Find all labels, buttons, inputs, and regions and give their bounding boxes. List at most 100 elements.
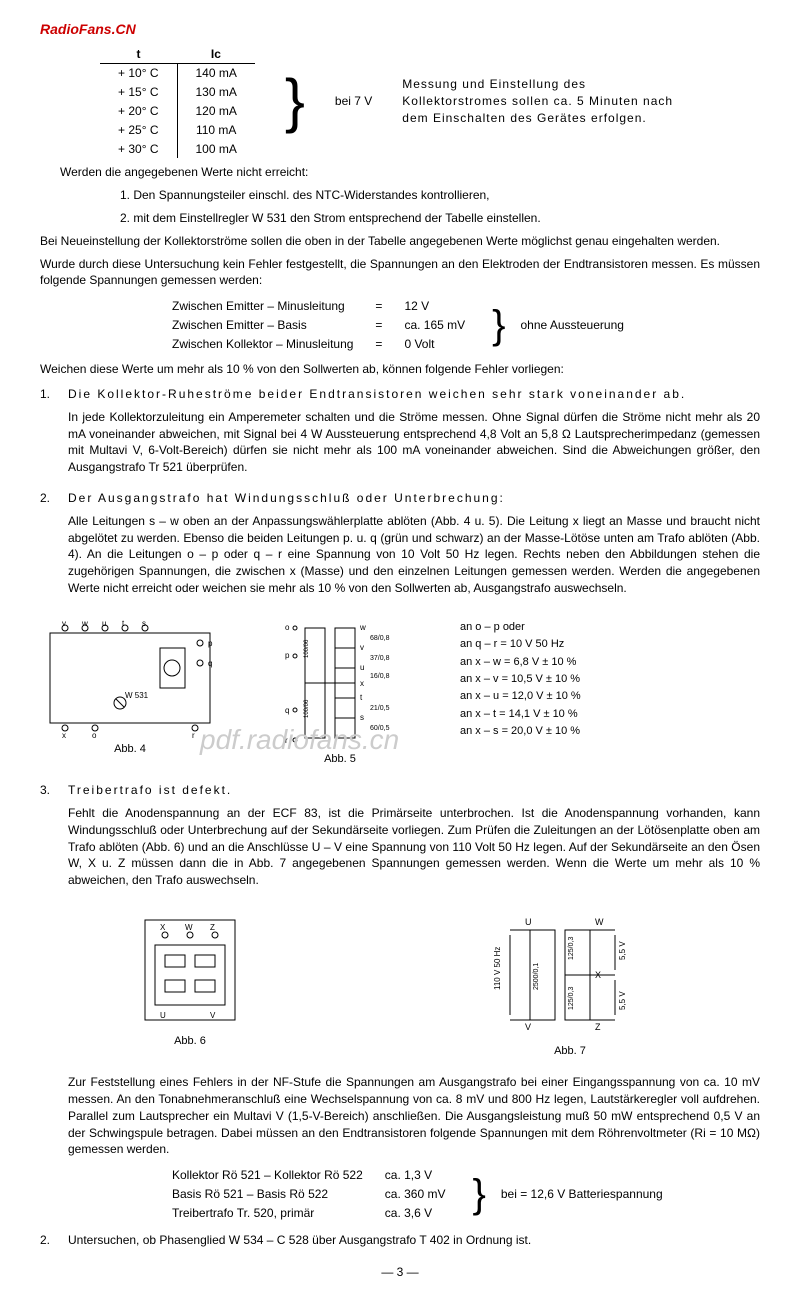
cell: 140 mA — [177, 64, 255, 83]
svg-text:W: W — [595, 917, 604, 927]
section-3: 3. Treibertrafo ist defekt. Fehlt die An… — [40, 782, 760, 895]
abb4-diagram: v w u t s p q x o r W 531 — [40, 618, 220, 738]
cell: 12 V — [394, 298, 475, 315]
figure-5: o p q r w v u t s x 100/06 100/06 68/0,8… — [260, 618, 420, 767]
cell: Kollektor Rö 521 – Kollektor Rö 522 — [162, 1167, 373, 1184]
section-body: Fehlt die Anodenspannung an der ECF 83, … — [68, 805, 760, 889]
svg-text:x: x — [360, 679, 364, 688]
svg-text:p: p — [208, 639, 213, 648]
voltage-list: an o – p oder an q – r = 10 V 50 Hz an x… — [460, 618, 581, 742]
svg-text:110 V 50 Hz: 110 V 50 Hz — [493, 946, 502, 989]
voltage-row: an x – w = 6,8 V ± 10 % — [460, 655, 581, 670]
section-title: Die Kollektor-Ruheströme beider Endtrans… — [68, 386, 760, 403]
paragraph: Wurde durch diese Untersuchung kein Fehl… — [40, 256, 760, 290]
cell: + 20° C — [100, 102, 177, 121]
svg-text:Z: Z — [595, 1022, 601, 1032]
th-ic: Ic — [177, 45, 255, 64]
svg-text:r: r — [285, 736, 288, 745]
voltage-row: an o – p oder — [460, 620, 581, 635]
cell: = — [365, 298, 392, 315]
cell: + 15° C — [100, 83, 177, 102]
svg-text:w: w — [359, 623, 366, 632]
svg-text:p: p — [285, 651, 290, 660]
item-2: 2. Untersuchen, ob Phasenglied W 534 – C… — [40, 1232, 760, 1249]
svg-text:v: v — [62, 619, 66, 628]
cell: = — [365, 336, 392, 353]
svg-text:s: s — [142, 619, 146, 628]
fig5-label: Abb. 5 — [260, 752, 420, 767]
cell: = — [365, 317, 392, 334]
svg-text:125/0,3: 125/0,3 — [568, 936, 575, 959]
voltage-row: an x – v = 10,5 V ± 10 % — [460, 672, 581, 687]
page-number: — 3 — — [40, 1264, 760, 1281]
figure-7: U V W X Z 110 V 50 Hz 2500/0,1 125/0,3 1… — [470, 910, 670, 1059]
svg-text:o: o — [92, 731, 97, 738]
list-item: 1. Den Spannungsteiler einschl. des NTC-… — [120, 187, 760, 204]
svg-text:q: q — [208, 659, 212, 668]
abb7-diagram: U V W X Z 110 V 50 Hz 2500/0,1 125/0,3 1… — [470, 910, 670, 1040]
voltage-measurements: Zwischen Emitter – Minusleitung=12 V Zwi… — [160, 295, 760, 355]
svg-text:X: X — [160, 923, 166, 932]
svg-text:x: x — [62, 731, 66, 738]
svg-text:100/06: 100/06 — [304, 699, 310, 718]
svg-text:w: w — [81, 619, 88, 628]
final-note: bei = 12,6 V Batteriespannung — [501, 1186, 663, 1203]
svg-text:125/0,3: 125/0,3 — [568, 986, 575, 1009]
svg-text:W: W — [185, 923, 193, 932]
svg-text:U: U — [525, 917, 532, 927]
brace-icon: } — [472, 1164, 485, 1224]
cell: 100 mA — [177, 140, 255, 159]
cell: ca. 360 mV — [375, 1186, 456, 1203]
figures-6-7: X W Z U V Abb. 6 U V W X Z 110 V 50 Hz 2… — [40, 910, 760, 1059]
cell: + 25° C — [100, 121, 177, 140]
svg-text:37/0,8: 37/0,8 — [370, 655, 390, 662]
watermark: RadioFans.CN — [40, 20, 760, 40]
side-note: Messung und Einstellung des Kollektorstr… — [402, 76, 682, 126]
svg-text:16/0,8: 16/0,8 — [370, 673, 390, 680]
svg-text:21/0,5: 21/0,5 — [370, 705, 390, 712]
svg-text:Z: Z — [210, 923, 215, 932]
section-1: 1. Die Kollektor-Ruheströme beider Endtr… — [40, 386, 760, 482]
table-condition: bei 7 V — [335, 93, 372, 110]
cell: Basis Rö 521 – Basis Rö 522 — [162, 1186, 373, 1203]
section-num: 1. — [40, 386, 60, 482]
abb5-diagram: o p q r w v u t s x 100/06 100/06 68/0,8… — [260, 618, 420, 748]
svg-text:2500/0,1: 2500/0,1 — [533, 963, 540, 990]
svg-text:V: V — [525, 1022, 531, 1032]
cell: Zwischen Emitter – Minusleitung — [162, 298, 363, 315]
section-2: 2. Der Ausgangstrafo hat Windungsschluß … — [40, 490, 760, 603]
svg-text:U: U — [160, 1011, 166, 1020]
voltage-row: an q – r = 10 V 50 Hz — [460, 637, 581, 652]
cell: Zwischen Emitter – Basis — [162, 317, 363, 334]
svg-text:60/0,5: 60/0,5 — [370, 725, 390, 732]
voltage-row: an x – s = 20,0 V ± 10 % — [460, 724, 581, 739]
paragraph: Bei Neueinstellung der Kollektorströme s… — [40, 233, 760, 250]
svg-text:68/0,8: 68/0,8 — [370, 635, 390, 642]
cell: ca. 3,6 V — [375, 1205, 456, 1222]
svg-text:W 531: W 531 — [125, 691, 149, 700]
brace-icon: } — [285, 71, 305, 131]
svg-text:5,5 V: 5,5 V — [618, 941, 627, 960]
abb6-diagram: X W Z U V — [130, 910, 250, 1030]
cell: 120 mA — [177, 102, 255, 121]
final-measurements: Kollektor Rö 521 – Kollektor Rö 522ca. 1… — [160, 1164, 760, 1224]
svg-text:V: V — [210, 1011, 216, 1020]
voltage-note: ohne Aussteuerung — [521, 317, 624, 334]
cell: 130 mA — [177, 83, 255, 102]
figure-6: X W Z U V Abb. 6 — [130, 910, 250, 1049]
cell: ca. 165 mV — [394, 317, 475, 334]
section-num: 2. — [40, 490, 60, 603]
section-num: 3. — [40, 782, 60, 895]
brace-icon: } — [492, 295, 505, 355]
fig4-label: Abb. 4 — [40, 742, 220, 757]
cell: + 10° C — [100, 64, 177, 83]
fig7-label: Abb. 7 — [470, 1044, 670, 1059]
svg-text:u: u — [360, 663, 364, 672]
fig6-label: Abb. 6 — [130, 1034, 250, 1049]
voltage-row: an x – t = 14,1 V ± 10 % — [460, 707, 581, 722]
svg-text:u: u — [102, 619, 106, 628]
svg-text:5,5 V: 5,5 V — [618, 991, 627, 1010]
svg-text:o: o — [285, 623, 290, 632]
paragraph: Weichen diese Werte um mehr als 10 % von… — [40, 361, 760, 378]
cell: 0 Volt — [394, 336, 475, 353]
